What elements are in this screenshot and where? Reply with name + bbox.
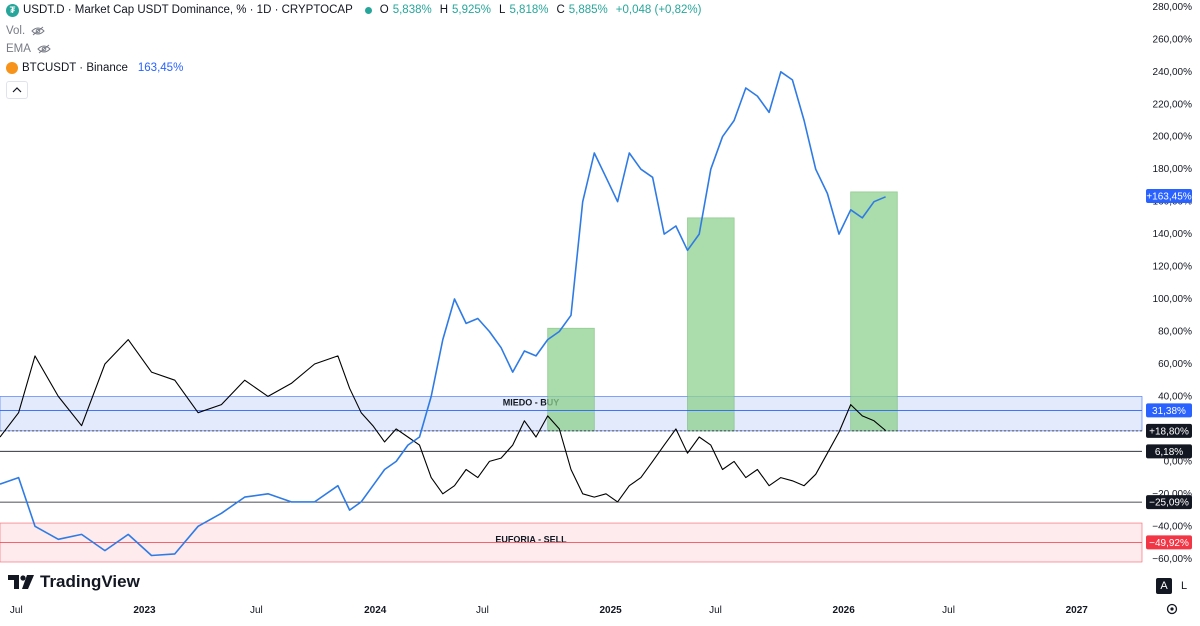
highlight-box-2[interactable]	[687, 217, 735, 432]
y-tick-label: 40,00%	[1158, 391, 1192, 402]
high-label: H	[439, 4, 449, 16]
usdt-dominance-line[interactable]	[0, 339, 886, 503]
y-tick-label: −20,00%	[1152, 489, 1192, 500]
change-value: +0,048 (+0,82%)	[615, 4, 702, 16]
btc-last-value-tag: +163,45%	[1146, 192, 1191, 203]
close-label: C	[556, 4, 565, 16]
auto-scale-button[interactable]: A	[1156, 578, 1172, 594]
y-tick-label: 280,00%	[1153, 2, 1193, 13]
chart-legend-header: ₮ USDT.D · Market Cap USDT Dominance, % …	[6, 3, 705, 17]
high-value: 5,925%	[452, 4, 492, 16]
y-tick-label: 80,00%	[1158, 327, 1192, 338]
close-value: 5,885%	[568, 4, 608, 16]
compare-symbol-row[interactable]: BTCUSDT · Binance 163,45%	[6, 61, 183, 75]
level-tag-5: −49,92%	[1149, 538, 1189, 549]
settings-gear-icon[interactable]	[1165, 602, 1179, 616]
y-tick-label: 100,00%	[1153, 294, 1193, 305]
x-tick-label: 2023	[133, 605, 156, 616]
level-tag-3-bg	[1146, 444, 1192, 459]
x-tick-label: Jul	[476, 605, 489, 616]
highlight-box-1[interactable]	[547, 327, 595, 432]
level-tag-1: 31,38%	[1152, 406, 1186, 417]
chevron-up-icon	[12, 87, 22, 93]
sell-zone-label: EUFORIA - SELL	[495, 535, 567, 545]
open-label: O	[379, 4, 389, 16]
log-scale-button[interactable]: L	[1180, 580, 1188, 592]
level-tag-5-bg	[1146, 535, 1192, 550]
y-tick-label: 140,00%	[1153, 229, 1193, 240]
y-tick-label: 0,00%	[1164, 456, 1192, 467]
level-tag-2: +18,80%	[1149, 426, 1189, 437]
buy-zone-label: MIEDO - BUY	[503, 398, 560, 408]
vol-label: Vol.	[6, 25, 26, 37]
x-tick-label: Jul	[709, 605, 722, 616]
x-tick-label: 2025	[599, 605, 622, 616]
y-tick-label: −60,00%	[1152, 554, 1192, 565]
ema-label: EMA	[6, 43, 31, 55]
btc-last-value-tag-bg	[1146, 189, 1192, 204]
x-tick-label: Jul	[942, 605, 955, 616]
y-tick-label: 220,00%	[1153, 99, 1193, 110]
x-tick-label: Jul	[10, 605, 23, 616]
highlight-box-3[interactable]	[850, 191, 898, 432]
eye-hidden-icon[interactable]	[31, 26, 45, 36]
x-tick-label: 2026	[833, 605, 856, 616]
tradingview-wordmark: TradingView	[40, 572, 140, 591]
x-tick-label: 2027	[1066, 605, 1089, 616]
x-tick-label: Jul	[250, 605, 263, 616]
vol-indicator-row[interactable]: Vol.	[6, 24, 45, 38]
level-tag-2-bg	[1146, 423, 1192, 438]
eye-hidden-icon[interactable]	[37, 44, 51, 54]
tradingview-logo[interactable]: TradingView	[8, 572, 140, 592]
y-tick-label: 200,00%	[1153, 132, 1193, 143]
market-status-icon	[364, 6, 372, 14]
usdt-symbol-icon: ₮	[6, 3, 19, 17]
compare-value: 163,45%	[137, 62, 184, 74]
collapse-legend-button[interactable]	[6, 81, 28, 99]
low-value: 5,818%	[509, 4, 549, 16]
y-tick-label: 180,00%	[1153, 164, 1193, 175]
bitcoin-icon	[6, 62, 18, 74]
y-tick-label: 240,00%	[1153, 67, 1193, 78]
y-tick-label: 60,00%	[1158, 359, 1192, 370]
x-tick-label: 2024	[364, 605, 387, 616]
btcusdt-line[interactable]	[0, 71, 886, 557]
y-tick-label: 260,00%	[1153, 34, 1193, 45]
y-tick-label: 120,00%	[1153, 262, 1193, 273]
low-label: L	[499, 4, 506, 16]
level-tag-1-bg	[1146, 403, 1192, 418]
open-value: 5,838%	[392, 4, 432, 16]
level-tag-4-bg	[1146, 495, 1192, 510]
ema-indicator-row[interactable]: EMA	[6, 42, 51, 56]
level-tag-4: −25,09%	[1149, 498, 1189, 509]
chart-title[interactable]: USDT.D · Market Cap USDT Dominance, % · …	[23, 4, 353, 16]
compare-label: BTCUSDT · Binance	[22, 62, 128, 74]
tradingview-logo-icon	[8, 575, 34, 589]
y-tick-label: −40,00%	[1152, 521, 1192, 532]
level-tag-3: 6,18%	[1155, 447, 1183, 458]
